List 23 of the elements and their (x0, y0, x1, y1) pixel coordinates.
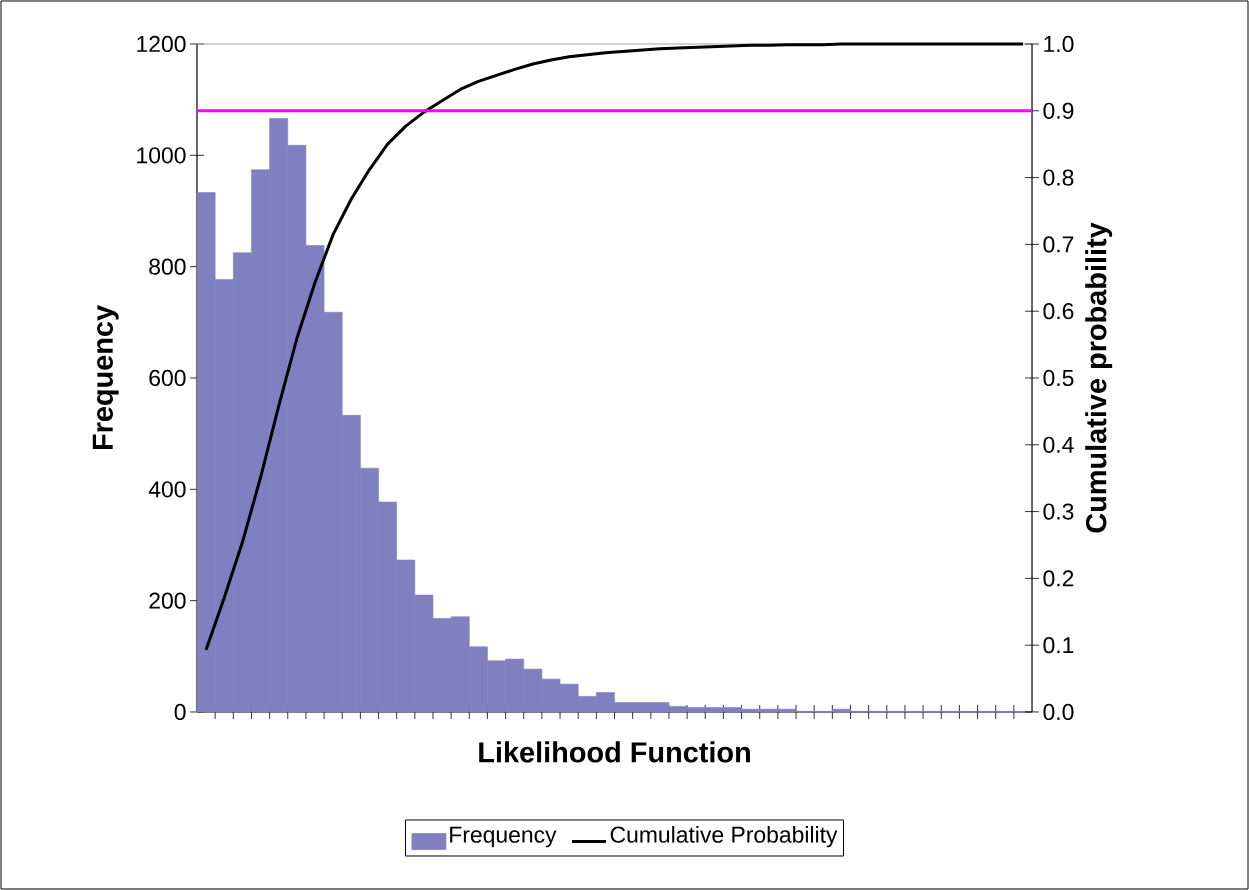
y-tick-label: 1200 (137, 35, 186, 53)
y2-tick-label: 0.9 (1043, 102, 1074, 119)
y-tick-label: 400 (148, 481, 186, 498)
y-tick-label: 0 (174, 703, 186, 721)
y2-tick-label: 0.2 (1043, 570, 1074, 587)
y2-tick-label: 1.0 (1044, 35, 1074, 53)
y2-tick-label: 0.8 (1043, 169, 1074, 186)
y2-tick-label: 0.5 (1043, 369, 1074, 387)
y2-tick-label: 0.6 (1043, 303, 1074, 320)
legend-label: Frequency (450, 826, 557, 848)
y-tick-label: 1000 (137, 147, 186, 164)
y2-tick-label: 0.1 (1043, 637, 1074, 654)
y2-tick-label: 0.0 (1043, 703, 1074, 721)
legend-label: Cumulative Probability (610, 825, 838, 848)
x-axis-title: Likelihood Function (479, 741, 750, 763)
y2-tick-label: 0.4 (1043, 436, 1074, 453)
y2-axis-title: Cumulative probability (1085, 222, 1113, 533)
y-tick-label: 800 (149, 258, 186, 275)
y-tick-label: 600 (149, 369, 186, 387)
y-axis-title: Frequency (92, 305, 119, 450)
y-tick-label: 200 (149, 592, 186, 609)
y2-tick-label: 0.3 (1043, 503, 1074, 520)
y2-tick-label: 0.7 (1043, 236, 1074, 253)
